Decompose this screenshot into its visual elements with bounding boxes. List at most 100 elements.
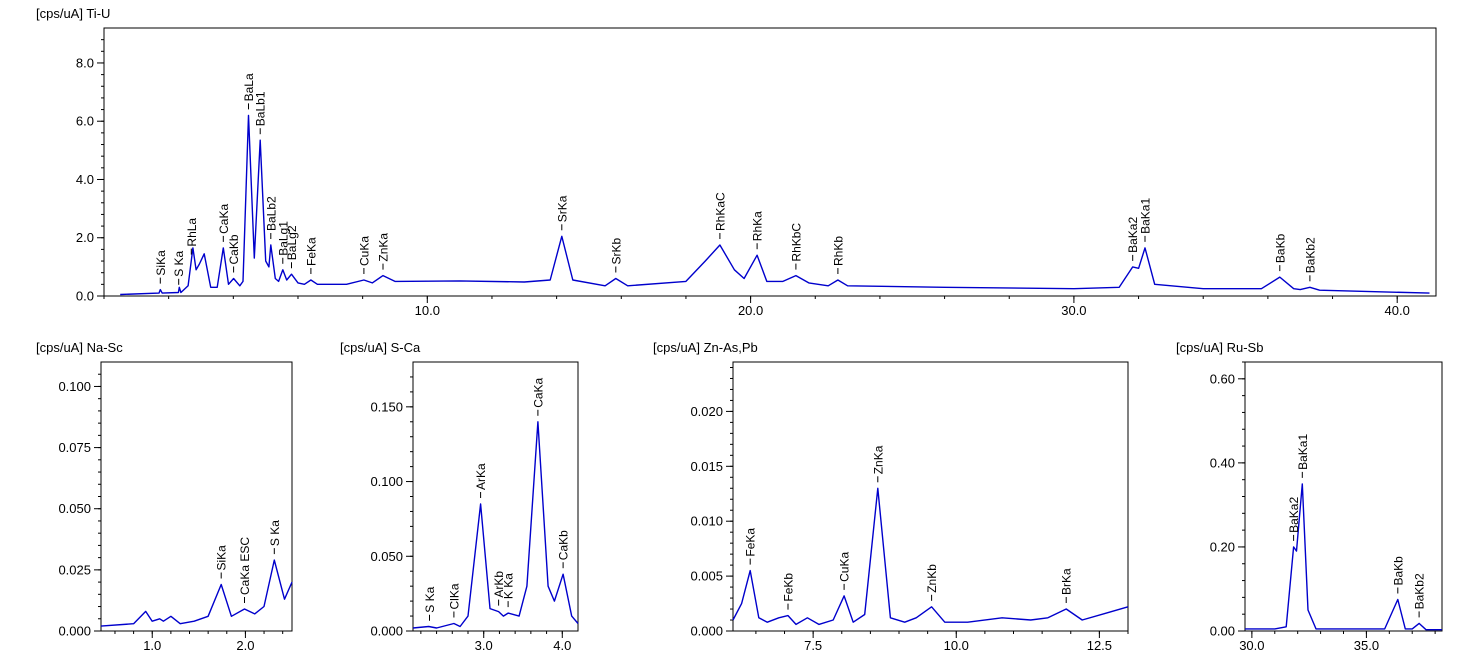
chart-title: [cps/uA] Zn-As,Pb <box>653 340 758 355</box>
chart-panel-5: [cps/uA] Ru-Sb 30.0 35.0 0.00 0.20 0.40 0.60 Ba… <box>1176 340 1443 653</box>
peak-label: S Ka <box>172 250 186 285</box>
y-tick-label: 0.050 <box>370 549 403 564</box>
y-tick-label: 0.100 <box>370 474 403 489</box>
peak-label-text: RhLa <box>185 218 199 247</box>
peak-label: ArKa <box>474 463 488 498</box>
peak-label: BaLb2 <box>264 196 278 239</box>
chart-panel-3: [cps/uA] S-Ca 3.0 4.0 0.000 0.050 0.100 0.150 S… <box>340 340 579 653</box>
x-tick-label: 7.5 <box>804 638 822 653</box>
peak-label: ZnKa <box>871 445 885 483</box>
peak-label-text: BaLb1 <box>254 91 268 126</box>
y-tick-label: 4.0 <box>76 172 94 187</box>
peak-label: RhKaC <box>713 192 727 239</box>
x-tick-label: 20.0 <box>738 303 763 318</box>
peak-label: BaKa1 <box>1139 198 1153 242</box>
peak-label-text: BaLg1 <box>276 221 290 256</box>
peak-label-text: RhKb <box>831 236 845 266</box>
peak-label: BaKa2 <box>1126 217 1140 261</box>
chart-title: [cps/uA] Ru-Sb <box>1176 340 1263 355</box>
peak-label-text: SrKb <box>609 237 623 264</box>
peak-label: SiKa <box>154 250 168 284</box>
peak-label-text: RhKaC <box>713 192 727 231</box>
y-tick-label: 0.20 <box>1210 539 1235 554</box>
peak-label: CuKa <box>357 236 371 274</box>
peak-label: CaKa ESC <box>238 537 252 603</box>
y-tick-label: 2.0 <box>76 230 94 245</box>
peak-label: FeKb <box>782 573 796 610</box>
y-tick-label: 0.005 <box>690 569 723 584</box>
peak-label-text: RhKbC <box>789 223 803 262</box>
peak-label: FeKa <box>744 528 758 565</box>
y-tick-label: 0.015 <box>690 459 723 474</box>
peak-label: FeKa <box>304 237 318 274</box>
peak-label-text: CaKa <box>531 377 545 407</box>
spectrum-line <box>732 487 1129 626</box>
peak-label: BrKa <box>1060 568 1074 603</box>
y-tick-label: 0.000 <box>690 624 723 639</box>
y-tick-label: 0.0 <box>76 289 94 304</box>
peak-label: ZnKa <box>377 233 391 270</box>
peak-label: BaKb2 <box>1303 237 1317 282</box>
y-tick-label: 8.0 <box>76 55 94 70</box>
peak-label-text: ZnKa <box>871 445 885 474</box>
peak-label-text: BaKb <box>1391 556 1405 586</box>
peak-label: BaLg1 <box>276 221 290 264</box>
y-tick-label: 0.40 <box>1210 455 1235 470</box>
y-tick-label: 6.0 <box>76 114 94 129</box>
plot-frame <box>100 361 293 632</box>
peak-label: BaLb1 <box>254 91 268 135</box>
plot-frame <box>732 361 1129 632</box>
peak-label-text: CaKa ESC <box>238 537 252 595</box>
chart-panel-2: [cps/uA] Na-Sc 1.0 2.0 0.000 0.025 0.050 0.075… <box>36 340 293 653</box>
peak-label: CaKb <box>227 234 241 273</box>
peak-label: BaLg2 <box>285 225 299 269</box>
peak-label-text: BaKa2 <box>1126 217 1140 253</box>
peak-label-text: BaKb2 <box>1413 573 1427 609</box>
peak-label: S Ka <box>268 520 282 555</box>
peak-label: SrKb <box>609 237 623 273</box>
y-tick-label: 0.000 <box>370 624 403 639</box>
peak-label: BaLa <box>242 73 256 110</box>
peak-label-text: BaKa2 <box>1287 497 1301 533</box>
peak-label: S Ka <box>423 586 437 621</box>
peak-label: BaKa1 <box>1296 434 1310 478</box>
peak-label-text: CaKb <box>557 530 571 560</box>
peak-label-text: ZnKa <box>377 233 391 262</box>
peak-label-text: ArKa <box>474 463 488 490</box>
peak-label: ArKb <box>492 571 506 606</box>
x-tick-label: 40.0 <box>1385 303 1410 318</box>
peak-label: BaKb2 <box>1413 573 1427 618</box>
x-tick-label: 3.0 <box>475 638 493 653</box>
x-tick-label: 30.0 <box>1239 638 1264 653</box>
peak-label-text: CuKa <box>357 236 371 266</box>
peak-label-text: FeKa <box>744 528 758 557</box>
x-tick-label: 4.0 <box>553 638 571 653</box>
y-tick-label: 0.050 <box>58 501 91 516</box>
peak-label: K Ka <box>502 573 516 608</box>
peak-label-text: BaLg2 <box>285 225 299 260</box>
peak-label: SrKa <box>555 195 569 231</box>
peak-label: RhKb <box>831 236 845 274</box>
chart-title: [cps/uA] Na-Sc <box>36 340 123 355</box>
chart-panel-4: [cps/uA] Zn-As,Pb 7.5 10.0 12.5 0.000 0.005 0.… <box>653 340 1129 653</box>
plot-frame <box>103 27 1437 297</box>
spectrum-line <box>120 114 1430 296</box>
peak-label: CaKa <box>531 377 545 416</box>
y-tick-label: 0.60 <box>1210 371 1235 386</box>
peak-label-text: ZnKb <box>925 564 939 593</box>
peak-label-text: BaKb2 <box>1303 237 1317 273</box>
chart-title: [cps/uA] Ti-U <box>36 6 110 21</box>
peak-label-text: SiKa <box>154 250 168 276</box>
peak-label-text: SiKa <box>215 545 229 571</box>
peak-label: SiKa <box>215 545 229 579</box>
x-tick-label: 30.0 <box>1061 303 1086 318</box>
peak-label: BaKb <box>1273 233 1287 272</box>
peak-label: RhKbC <box>789 223 803 270</box>
y-tick-label: 0.150 <box>370 399 403 414</box>
peak-label-text: CuKa <box>838 552 852 582</box>
chart-panel-1: [cps/uA] Ti-U 10.0 20.0 30.0 40.0 0.0 2.0 4.0 6.… <box>36 6 1437 318</box>
peak-label-text: S Ka <box>423 586 437 612</box>
peak-label: BaKb <box>1391 556 1405 594</box>
peak-label: RhKa <box>751 211 765 250</box>
